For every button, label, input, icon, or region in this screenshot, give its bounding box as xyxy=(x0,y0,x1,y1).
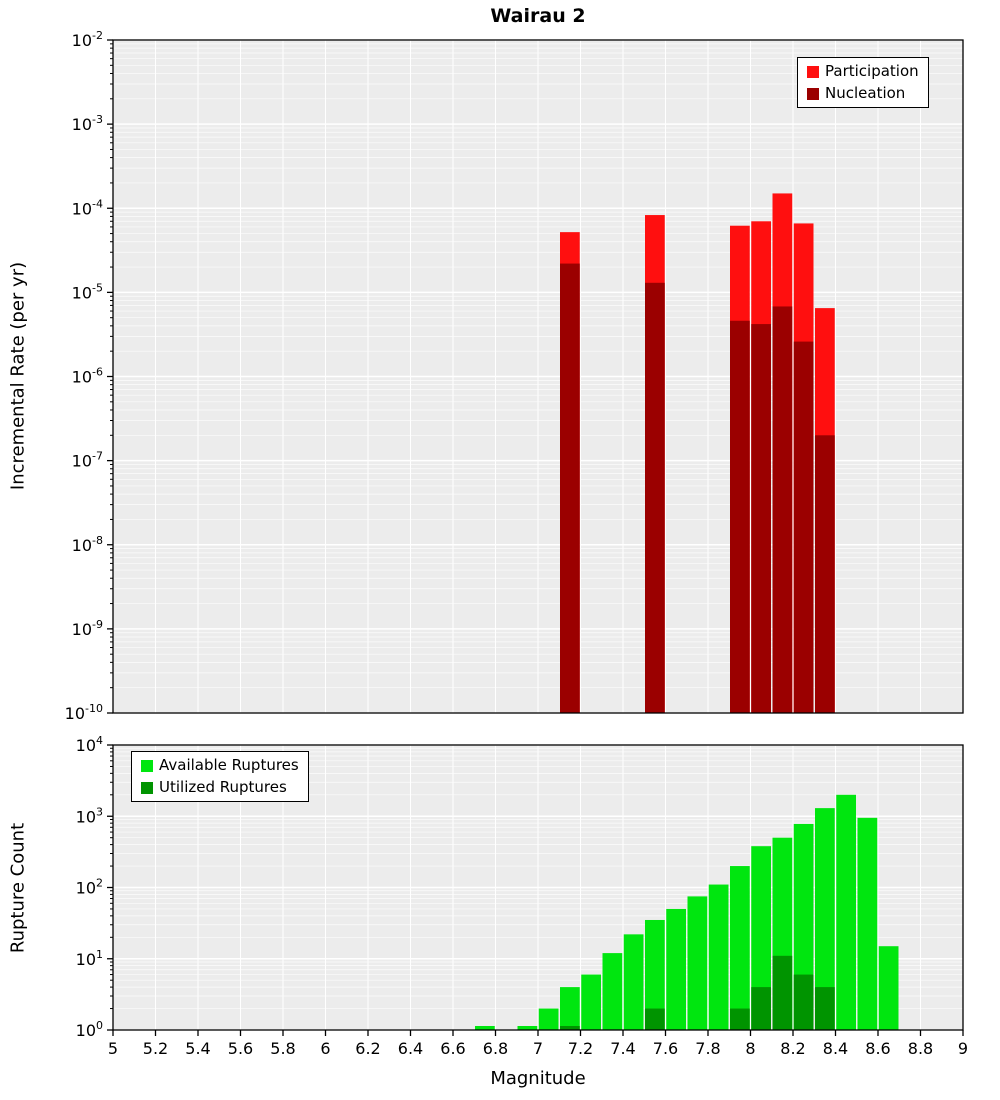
x-tick-label: 5 xyxy=(108,1039,118,1058)
x-tick-label: 6 xyxy=(320,1039,330,1058)
x-tick-label: 8.4 xyxy=(823,1039,848,1058)
x-tick-label: 7 xyxy=(533,1039,543,1058)
available-ruptures-bar xyxy=(645,919,665,1030)
svg-text:10-3: 10-3 xyxy=(72,113,103,134)
x-tick-label: 7.4 xyxy=(610,1039,635,1058)
x-tick-label: 5.6 xyxy=(228,1039,253,1058)
utilized-ruptures-bar xyxy=(772,955,793,1030)
nucleation-swatch-icon xyxy=(807,87,819,100)
participation-swatch-icon xyxy=(807,65,819,78)
svg-text:104: 104 xyxy=(76,734,103,755)
available-ruptures-bar xyxy=(751,846,771,1030)
x-tick-label: 6.6 xyxy=(440,1039,465,1058)
x-tick-label: 6.4 xyxy=(398,1039,423,1058)
x-tick-label: 8.2 xyxy=(780,1039,805,1058)
utilized-ruptures-bar xyxy=(751,987,771,1030)
x-tick-label: 6.2 xyxy=(355,1039,380,1058)
legend-entry-nucleation: Nucleation xyxy=(807,86,919,101)
nucleation-bar xyxy=(645,282,665,713)
svg-text:101: 101 xyxy=(76,948,103,969)
utilized-ruptures-bar xyxy=(815,987,835,1030)
legend-label-available-ruptures: Available Ruptures xyxy=(159,756,299,774)
legend-top: Participation Nucleation xyxy=(797,57,929,108)
utilized-ruptures-bar xyxy=(560,1026,580,1030)
available-ruptures-bar xyxy=(815,808,835,1030)
svg-text:100: 100 xyxy=(76,1019,103,1040)
available-ruptures-bar xyxy=(687,896,708,1030)
x-tick-label: 6.8 xyxy=(483,1039,508,1058)
legend-entry-participation: Participation xyxy=(807,64,919,79)
svg-text:10-10: 10-10 xyxy=(65,702,103,723)
x-axis-label: Magnitude xyxy=(490,1068,586,1089)
nucleation-bar xyxy=(793,341,814,713)
utilized-ruptures-bar xyxy=(793,974,814,1030)
available-ruptures-bar xyxy=(475,1026,495,1030)
x-tick-label: 8.6 xyxy=(865,1039,890,1058)
legend-label-nucleation: Nucleation xyxy=(825,84,906,102)
svg-text:10-9: 10-9 xyxy=(72,618,103,639)
available-ruptures-bar xyxy=(602,953,623,1030)
x-tick-label: 8 xyxy=(745,1039,755,1058)
legend-bottom: Available Ruptures Utilized Ruptures xyxy=(131,751,309,802)
legend-entry-utilized-ruptures: Utilized Ruptures xyxy=(141,780,299,795)
available-ruptures-bar xyxy=(666,908,686,1030)
nucleation-bar xyxy=(772,306,793,713)
available-ruptures-bar xyxy=(878,946,899,1030)
available-ruptures-swatch-icon xyxy=(141,759,153,772)
available-ruptures-bar xyxy=(708,884,729,1030)
legend-entry-available-ruptures: Available Ruptures xyxy=(141,758,299,773)
available-ruptures-bar xyxy=(623,934,644,1030)
svg-text:10-7: 10-7 xyxy=(72,450,103,471)
utilized-ruptures-bar xyxy=(730,1008,750,1030)
svg-text:10-6: 10-6 xyxy=(72,366,103,387)
svg-text:103: 103 xyxy=(76,805,103,826)
x-tick-label: 7.8 xyxy=(695,1039,720,1058)
nucleation-bar xyxy=(560,263,580,713)
x-tick-label: 8.8 xyxy=(908,1039,933,1058)
available-ruptures-bar xyxy=(836,794,856,1030)
svg-text:102: 102 xyxy=(76,877,103,898)
svg-text:10-2: 10-2 xyxy=(72,29,103,50)
nucleation-bar xyxy=(815,435,835,713)
x-tick-label: 5.2 xyxy=(143,1039,168,1058)
legend-label-utilized-ruptures: Utilized Ruptures xyxy=(159,778,287,796)
nucleation-bar xyxy=(730,320,750,713)
available-ruptures-bar xyxy=(517,1026,538,1030)
x-tick-label: 7.2 xyxy=(568,1039,593,1058)
utilized-ruptures-swatch-icon xyxy=(141,781,153,794)
available-ruptures-bar xyxy=(538,1008,559,1030)
available-ruptures-bar xyxy=(560,987,580,1030)
x-tick-label: 5.4 xyxy=(185,1039,210,1058)
x-tick-label: 9 xyxy=(958,1039,968,1058)
available-ruptures-bar xyxy=(581,974,601,1030)
x-tick-label: 5.8 xyxy=(270,1039,295,1058)
svg-text:10-8: 10-8 xyxy=(72,534,103,555)
svg-text:10-5: 10-5 xyxy=(72,281,103,302)
legend-label-participation: Participation xyxy=(825,62,919,80)
available-ruptures-bar xyxy=(857,817,878,1030)
available-ruptures-bar xyxy=(730,866,750,1030)
bottom-y-axis-label: Rupture Count xyxy=(7,822,29,954)
nucleation-bar xyxy=(751,324,771,713)
utilized-ruptures-bar xyxy=(645,1008,665,1030)
svg-text:10-4: 10-4 xyxy=(72,197,103,218)
chart-title: Wairau 2 xyxy=(490,5,586,27)
top-y-axis-label: Incremental Rate (per yr) xyxy=(7,261,29,491)
x-tick-label: 7.6 xyxy=(653,1039,678,1058)
